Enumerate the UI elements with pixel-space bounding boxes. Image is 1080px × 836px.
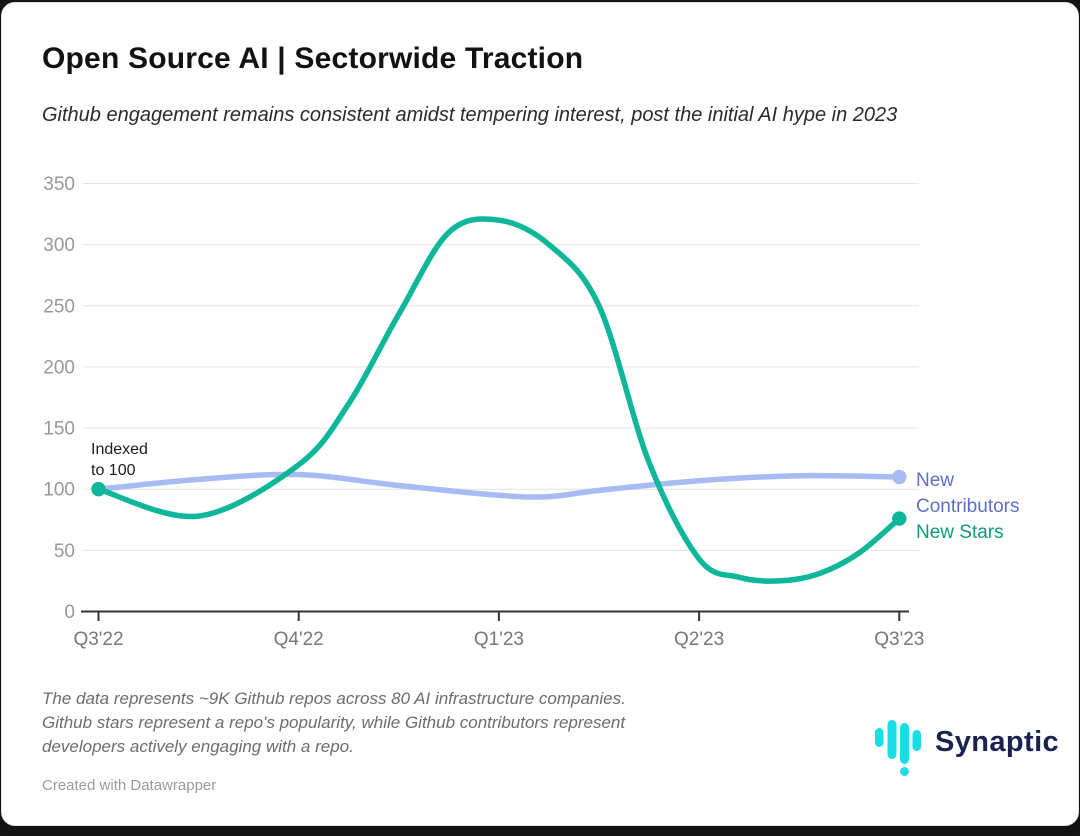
series-line-new-contributors xyxy=(95,471,903,500)
y-tick-label: 150 xyxy=(43,419,75,440)
series-label-new-contributors: New Contributors xyxy=(916,470,1020,517)
annotation-indexed-to-100: Indexed to 100 xyxy=(91,441,148,479)
y-tick-label: 100 xyxy=(43,480,75,501)
y-tick-label: 50 xyxy=(54,541,75,562)
synaptic-waveform-icon xyxy=(875,720,921,776)
y-tick-label: 350 xyxy=(43,174,75,195)
synaptic-wordmark: Synaptic xyxy=(935,725,1060,758)
series-dot-new-contributors xyxy=(892,469,907,485)
x-tick-label: Q3'23 xyxy=(874,629,924,650)
y-tick-label: 250 xyxy=(43,296,75,317)
x-tick-label: Q3'22 xyxy=(73,629,123,650)
chart-subtitle: Github engagement remains consistent ami… xyxy=(42,104,898,126)
series-line-new-stars xyxy=(95,216,903,584)
datawrapper-credit-link[interactable]: Created with Datawrapper xyxy=(42,777,217,794)
x-tick-label: Q4'22 xyxy=(274,629,324,650)
series-label-new-stars: New Stars xyxy=(916,522,1004,543)
series-dot-new-stars xyxy=(91,482,106,497)
y-tick-label: 300 xyxy=(43,235,75,256)
chart-title: Open Source AI | Sectorwide Traction xyxy=(42,42,584,75)
y-tick-label: 200 xyxy=(43,357,75,378)
synaptic-logo: Synaptic xyxy=(868,712,1059,778)
line-chart: 0 50 100 150 200 250 300 350 Q3'22 Q4'22 Q1'23 Q2'2… xyxy=(2,3,1078,825)
footnote: The data represents ~9K Github repos acr… xyxy=(42,689,626,756)
series-dot-new-stars xyxy=(892,511,907,526)
x-tick-label: Q2'23 xyxy=(674,629,724,650)
x-tick-label: Q1'23 xyxy=(474,629,524,650)
y-tick-label: 0 xyxy=(64,602,75,623)
